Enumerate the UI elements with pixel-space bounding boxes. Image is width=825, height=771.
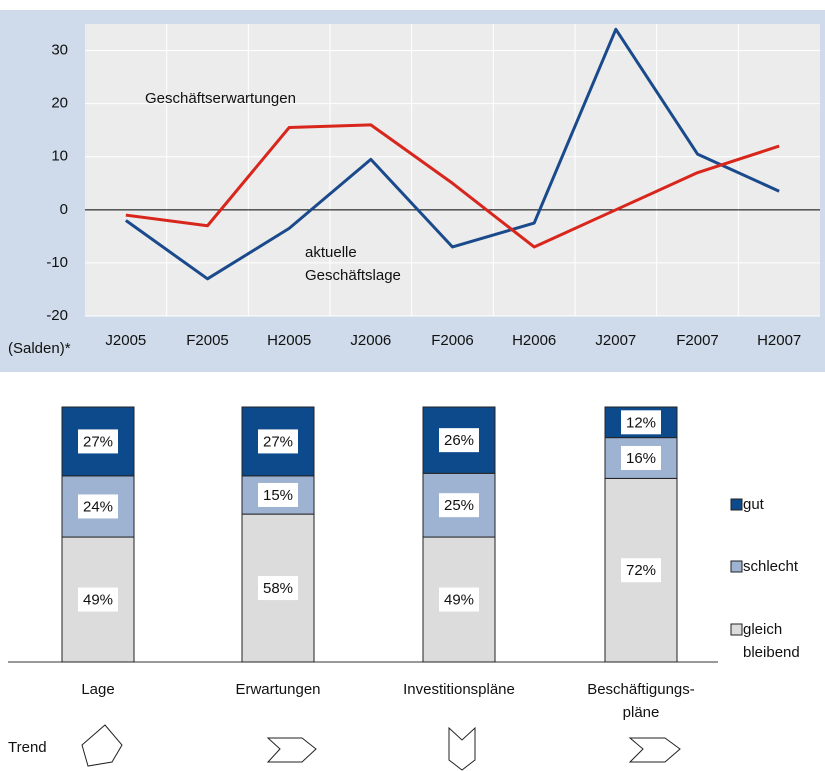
y-tick-label: 30 [51,42,68,59]
y-tick-label: 20 [51,95,68,112]
data-label: 25% [444,497,474,514]
data-label: 26% [444,432,474,449]
data-label: 15% [263,487,293,504]
x-tick-label: H2007 [757,332,801,349]
data-label-box [439,428,479,453]
x-tick-label: F2007 [676,332,719,349]
data-label-box [621,410,661,435]
trend-icon [448,726,476,771]
legend-swatch [730,498,743,511]
trend-label: Trend [8,739,47,756]
data-label-box [258,482,298,507]
data-label-box [78,494,118,519]
data-label: 27% [263,433,293,450]
x-tick-label: J2007 [595,332,636,349]
series-annotation: Geschäftserwartungen [145,90,296,107]
data-label-box [439,587,479,612]
x-tick-label: F2005 [186,332,229,349]
legend-label: gut [743,496,764,513]
y-tick-label: -20 [46,307,68,324]
x-tick-label: F2006 [431,332,474,349]
data-label: 24% [83,498,113,515]
data-label: 12% [626,414,656,431]
data-label: 16% [626,450,656,467]
data-label: 72% [626,562,656,579]
data-label: 58% [263,580,293,597]
trend-icon [266,737,317,763]
x-tick-label: H2005 [267,332,311,349]
y-axis-label: (Salden)* [8,340,71,357]
legend-swatch [730,560,743,573]
x-tick-label: H2006 [512,332,556,349]
x-tick-label: Erwartungen [235,681,321,698]
data-label-box [621,446,661,470]
series-line [124,27,780,281]
trend-icon [628,737,681,763]
data-label: 49% [444,591,474,608]
legend-swatch [730,623,743,636]
data-label-box [78,429,118,454]
y-tick-label: 0 [60,201,68,218]
x-tick-label: J2006 [350,332,391,349]
x-tick-label: Beschäftigungs-pläne [587,681,695,721]
y-tick-label: -10 [46,254,68,271]
trend-icon [81,724,123,767]
data-label: 49% [83,591,113,608]
data-label-box [439,493,479,518]
bar-segment [61,475,135,538]
y-tick-label: 10 [51,148,68,165]
data-label-box [258,576,298,601]
x-tick-label: Lage [81,681,115,698]
plot-area [85,24,820,316]
x-tick-label: J2005 [105,332,146,349]
legend-label: gleich bleibend [743,621,800,661]
data-label: 27% [83,433,113,450]
data-label-box [78,587,118,612]
trend-icons [81,724,681,771]
series-line [125,123,780,249]
series-annotation: aktuelle Geschäftslage [305,244,401,284]
legend-label: schlecht [743,558,799,575]
data-label-box [621,558,661,583]
x-tick-label: Investitionspläne [403,681,515,698]
data-label-box [258,429,298,454]
